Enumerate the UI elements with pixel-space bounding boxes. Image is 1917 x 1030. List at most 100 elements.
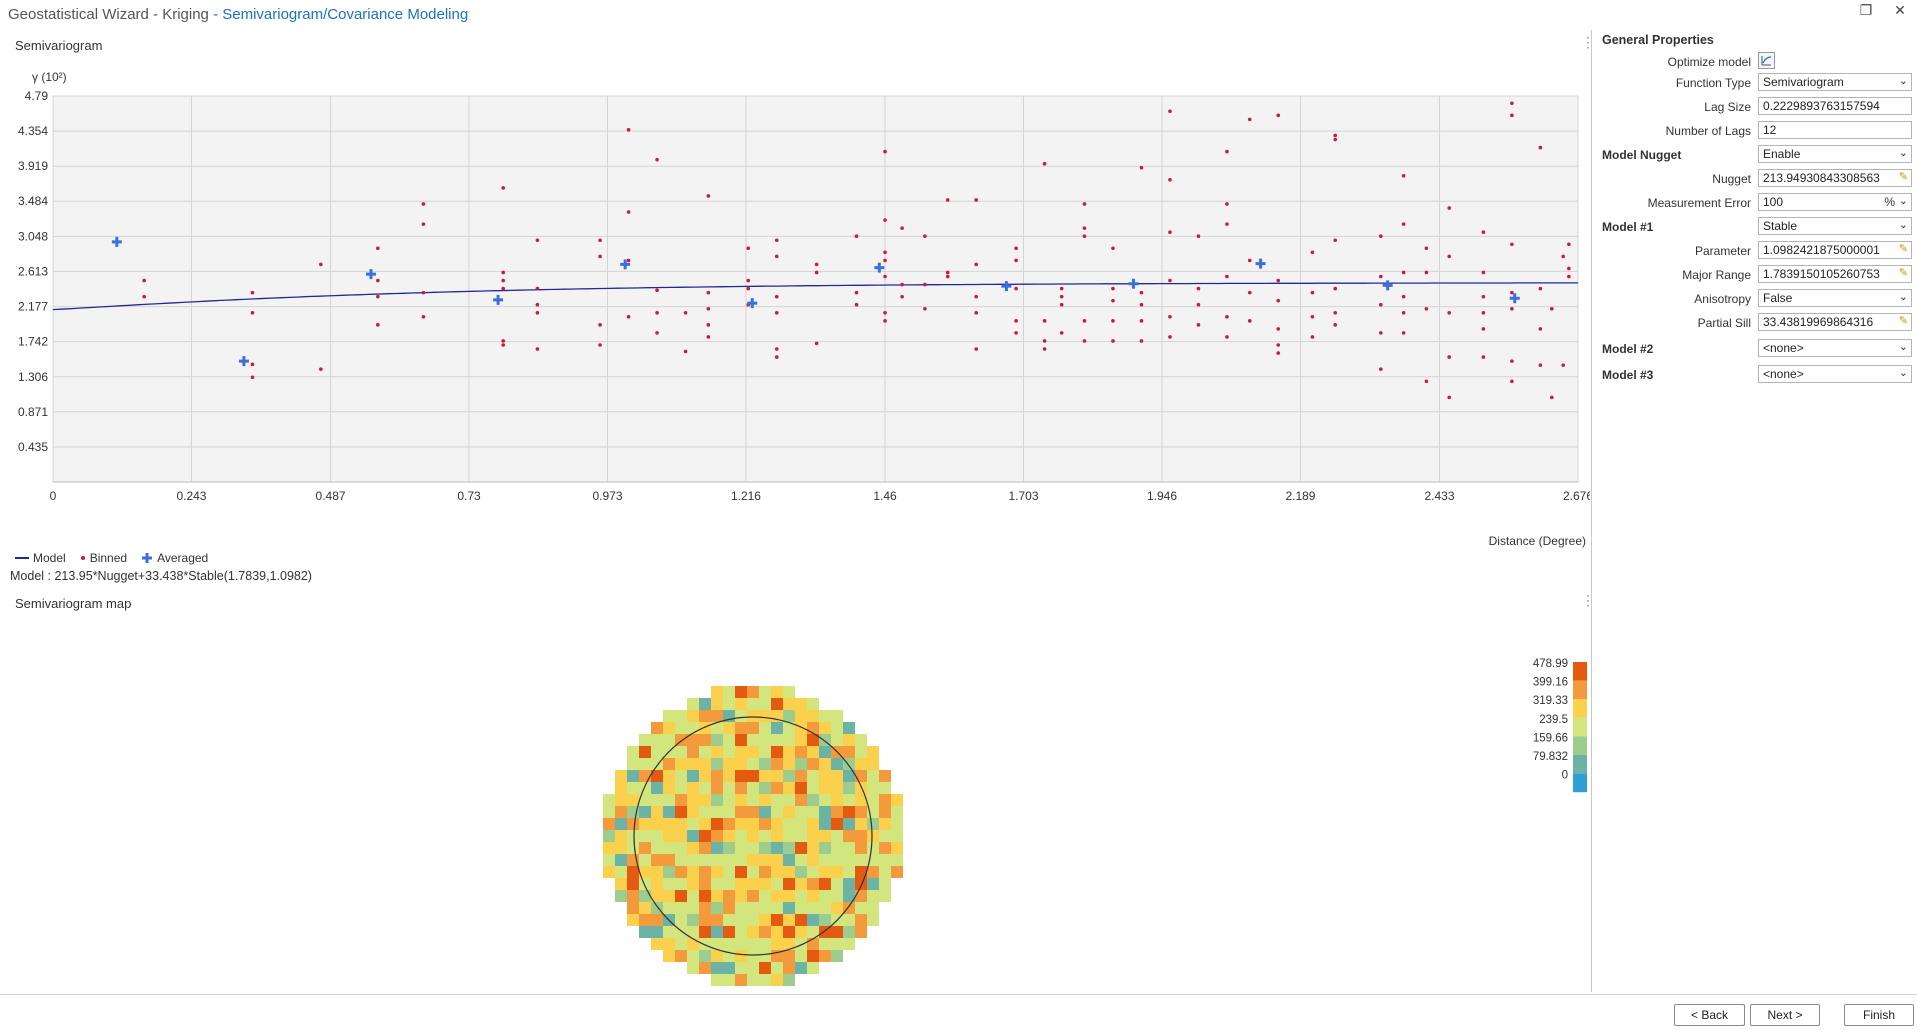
map-cell [663, 794, 675, 806]
map-cell [615, 842, 627, 854]
nugget-input[interactable]: 213.94930843308563 ✎ [1758, 169, 1912, 187]
map-cell [771, 866, 783, 878]
back-button[interactable]: < Back [1674, 1004, 1745, 1026]
map-cell [735, 890, 747, 902]
binned-point [945, 274, 950, 279]
map-cell [735, 806, 747, 818]
binned-point [250, 310, 255, 315]
binned-point [1447, 254, 1452, 259]
binned-point [883, 274, 887, 279]
pencil-icon[interactable]: ✎ [1898, 267, 1908, 279]
map-cell [735, 962, 747, 974]
major-range-input[interactable]: 1.7839150105260753 ✎ [1758, 265, 1912, 283]
map-cell [759, 710, 771, 722]
map-cell [759, 974, 771, 986]
binned-point [501, 186, 506, 190]
binned-point [774, 310, 779, 315]
model3-select[interactable]: <none> ⌄ [1758, 365, 1912, 383]
map-cell [843, 734, 855, 746]
map-cell [831, 890, 843, 902]
map-cell [603, 806, 615, 818]
binned-point [706, 194, 711, 198]
map-cell [783, 878, 795, 890]
legend-averaged: Averaged [141, 551, 208, 565]
map-cell [735, 926, 747, 938]
lag-size-input[interactable]: 0.2229893763157594 [1758, 97, 1912, 115]
close-window-icon[interactable]: ✕ [1894, 2, 1906, 18]
map-cell [783, 746, 795, 758]
averaged-point [1001, 281, 1012, 292]
pencil-icon[interactable]: ✎ [1898, 171, 1908, 183]
map-cell [723, 926, 735, 938]
binned-point [1196, 286, 1201, 291]
map-cell [639, 902, 651, 914]
map-cell [639, 758, 651, 770]
averaged-point [620, 259, 631, 270]
measurement-error-input[interactable]: 100% ⌄ [1758, 193, 1912, 211]
map-cell [735, 770, 747, 782]
map-cell [759, 770, 771, 782]
map-cell [891, 806, 903, 818]
binned-point [376, 246, 380, 251]
binned-point [598, 343, 602, 347]
map-cell [663, 938, 675, 950]
partial-sill-input[interactable]: 33.43819969864316 ✎ [1758, 313, 1912, 331]
map-cell [807, 722, 819, 734]
map-cell [795, 758, 807, 770]
parameter-input[interactable]: 1.0982421875000001 ✎ [1758, 241, 1912, 259]
panel-splitter[interactable] [1591, 30, 1592, 992]
map-options-icon[interactable]: ⋮ [1581, 592, 1595, 608]
map-cell [639, 878, 651, 890]
binned-point [1276, 343, 1281, 347]
map-cell [807, 770, 819, 782]
restore-window-icon[interactable]: ❐ [1859, 2, 1873, 18]
model1-select[interactable]: Stable ⌄ [1758, 217, 1912, 235]
binned-point [774, 355, 779, 359]
map-cell [699, 878, 711, 890]
number-of-lags-input[interactable]: 12 [1758, 121, 1912, 139]
binned-point [900, 282, 904, 287]
binned-point [142, 278, 146, 283]
title-bar: Geostatistical Wizard - Kriging - Semiva… [0, 0, 1917, 30]
map-cell [711, 902, 723, 914]
map-cell [639, 746, 651, 758]
binned-point [1481, 294, 1486, 299]
map-cell [627, 818, 639, 830]
anisotropy-select[interactable]: False ⌄ [1758, 289, 1912, 307]
binned-point [1549, 395, 1554, 400]
semivariogram-chart[interactable]: 0 0.243 0.487 0.73 0.973 1.216 1.46 1.703 1.946 2… [8, 32, 1590, 552]
pencil-icon[interactable]: ✎ [1898, 243, 1908, 255]
pencil-icon[interactable]: ✎ [1898, 315, 1908, 327]
binned-point [655, 331, 659, 335]
map-cell [675, 950, 687, 962]
map-cell [663, 734, 675, 746]
model3-row: Model #3 <none> ⌄ [1594, 364, 1917, 386]
x-tick-label: 1.703 [1008, 489, 1038, 503]
semivariogram-map[interactable]: 478.99 399.16 319.33 239.5 159.66 79.832 0 [8, 612, 1590, 1002]
map-cell [639, 914, 651, 926]
binned-point [535, 286, 540, 291]
map-cell [759, 830, 771, 842]
function-type-select[interactable]: Semivariogram ⌄ [1758, 73, 1912, 91]
map-cell [879, 854, 891, 866]
map-cell [771, 746, 783, 758]
map-cell [735, 746, 747, 758]
binned-point [1333, 323, 1338, 327]
finish-button[interactable]: Finish [1844, 1004, 1914, 1026]
binned-point [1561, 254, 1565, 259]
map-cell [687, 782, 699, 794]
map-cell [771, 926, 783, 938]
map-cell [687, 734, 699, 746]
binned-point [883, 319, 887, 323]
model-nugget-select[interactable]: Enable ⌄ [1758, 145, 1912, 163]
binned-point [1310, 250, 1315, 255]
binned-point [974, 310, 979, 315]
map-cell [783, 926, 795, 938]
next-button[interactable]: Next > [1750, 1004, 1820, 1026]
map-cell [759, 734, 771, 746]
model2-select[interactable]: <none> ⌄ [1758, 339, 1912, 357]
map-cell [663, 830, 675, 842]
optimize-model-button[interactable] [1758, 52, 1775, 69]
legend-swatch [1573, 755, 1587, 774]
map-cell [651, 890, 663, 902]
